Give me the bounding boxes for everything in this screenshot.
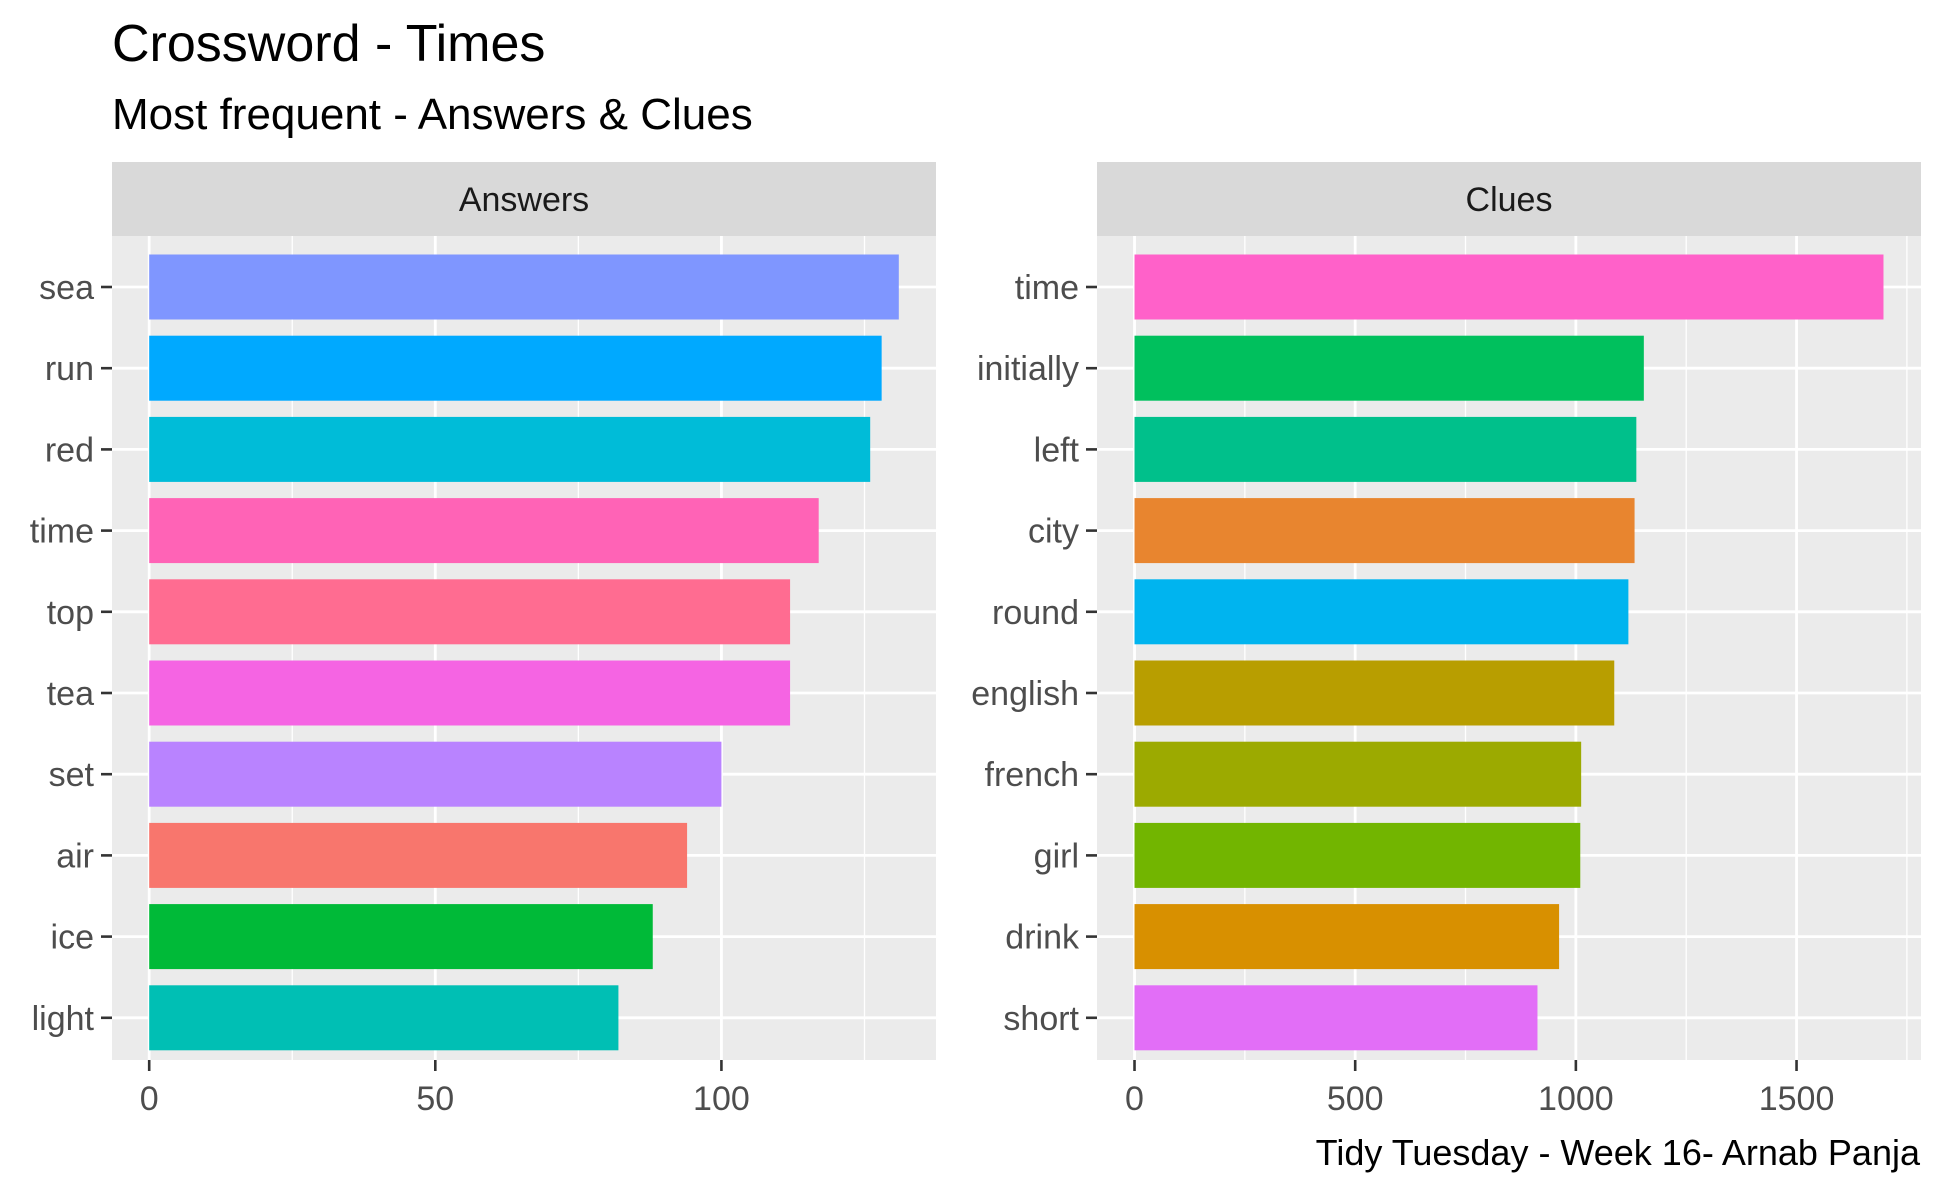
y-tick-label: english [971, 675, 1079, 713]
bar-time [1134, 254, 1884, 320]
y-tick-label: french [985, 756, 1080, 794]
y-tick-label: city [1028, 513, 1079, 551]
bar-city [1134, 498, 1635, 564]
x-tick-label: 100 [693, 1080, 750, 1118]
x-tick-label: 0 [140, 1080, 159, 1118]
y-tick-label: time [1015, 269, 1079, 307]
bar-run [149, 335, 882, 401]
bar-set [149, 741, 722, 807]
y-tick-label: ice [51, 919, 94, 957]
bar-time [149, 498, 819, 564]
y-tick-label: top [47, 594, 94, 632]
y-tick-label: girl [1034, 837, 1079, 875]
x-tick-label: 1500 [1759, 1080, 1835, 1118]
chart-subtitle: Most frequent - Answers & Clues [112, 90, 753, 139]
y-tick-label: drink [1005, 919, 1080, 957]
x-tick-label: 0 [1125, 1080, 1144, 1118]
facet-strip [112, 162, 936, 236]
bar-english [1134, 660, 1615, 726]
y-tick-label: left [1034, 431, 1080, 469]
bar-girl [1134, 822, 1581, 888]
facet-strip-label: Clues [1466, 181, 1553, 219]
bar-french [1134, 741, 1582, 807]
y-tick-label: tea [47, 675, 94, 713]
bar-left [1134, 416, 1637, 482]
y-tick-label: air [56, 837, 94, 875]
bar-short [1134, 985, 1538, 1051]
bar-drink [1134, 904, 1560, 970]
x-tick-label: 50 [416, 1080, 454, 1118]
bar-tea [149, 660, 791, 726]
bar-red [149, 416, 871, 482]
x-tick-label: 500 [1327, 1080, 1384, 1118]
y-tick-label: sea [39, 269, 94, 307]
chart-title: Crossword - Times [112, 15, 546, 73]
facet-strip-label: Answers [459, 181, 589, 219]
y-tick-label: short [1003, 1000, 1079, 1038]
bar-top [149, 579, 791, 645]
bar-ice [149, 904, 653, 970]
y-tick-label: initially [977, 350, 1079, 388]
y-tick-label: time [30, 513, 94, 551]
y-tick-label: set [49, 756, 95, 794]
bar-light [149, 985, 619, 1051]
y-tick-label: round [992, 594, 1079, 632]
bar-sea [149, 254, 899, 320]
bar-air [149, 822, 688, 888]
bar-round [1134, 579, 1629, 645]
y-tick-label: light [32, 1000, 95, 1038]
facet-strip [1097, 162, 1921, 236]
bar-initially [1134, 335, 1644, 401]
x-tick-label: 1000 [1538, 1080, 1614, 1118]
y-tick-label: red [45, 431, 94, 469]
y-tick-label: run [45, 350, 94, 388]
chart-caption: Tidy Tuesday - Week 16- Arnab Panja [1315, 1132, 1920, 1173]
